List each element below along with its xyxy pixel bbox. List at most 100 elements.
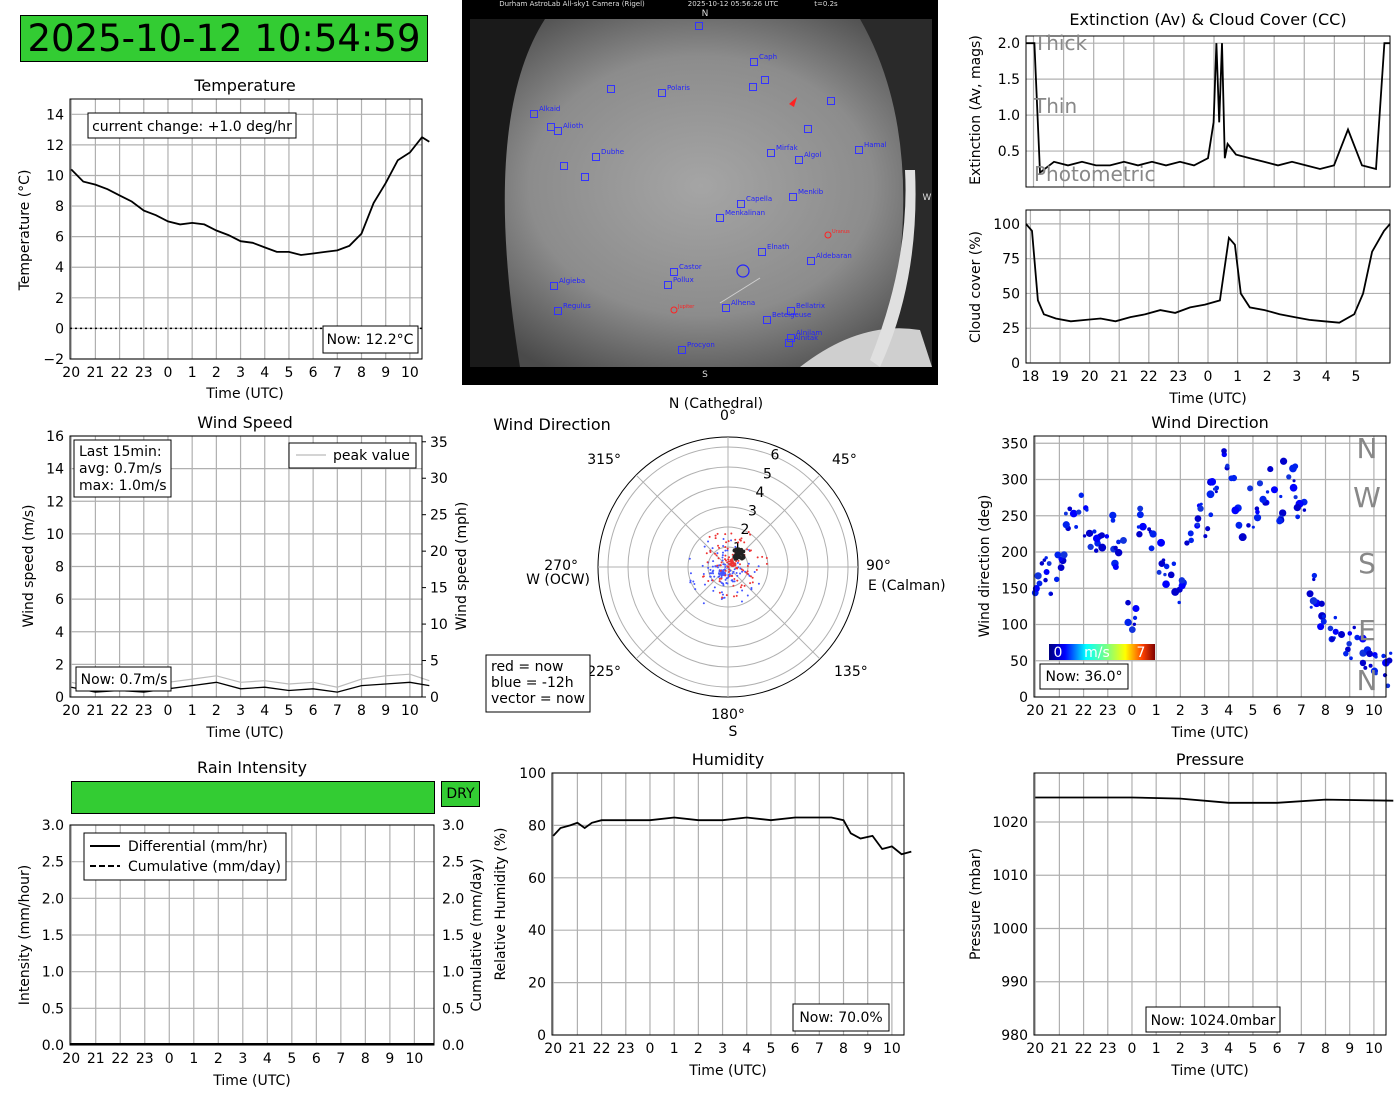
wind-speed-xtick: 22	[111, 703, 129, 719]
wind-dir-point	[1382, 673, 1388, 678]
wind-dir-point	[1386, 657, 1393, 664]
wind-polar-point-12h	[757, 565, 760, 568]
wind-dir-point	[1113, 545, 1118, 551]
temperature-now-label: Now: 12.2°C	[327, 332, 414, 348]
wind-dir-point	[1049, 592, 1054, 596]
wind-dir-point	[1087, 543, 1094, 551]
wind-polar-point-now	[728, 568, 731, 571]
wind-polar-point-now	[735, 567, 738, 570]
wind-dir-xtick: 3	[1200, 703, 1209, 719]
wind-polar-point-12h	[728, 573, 731, 576]
cloud-axes	[1025, 209, 1391, 364]
humidity-xtick: 7	[815, 1041, 824, 1057]
allsky-camera-image: Durham AstroLab All-sky1 Camera (Rigel) 2…	[462, 0, 938, 385]
wind-dir-cbar-unit: m/s	[1084, 645, 1110, 661]
wind-polar-point-now	[749, 549, 752, 552]
wind-polar-point-12h	[710, 572, 713, 575]
wind-dir-point	[1161, 558, 1166, 562]
wind-dir-point	[1139, 522, 1147, 531]
temperature-xtick: 22	[111, 365, 129, 381]
wind-polar-point-12h	[716, 552, 719, 555]
rain-xtick: 2	[214, 1051, 223, 1067]
wind-polar-point-now	[730, 532, 733, 535]
wind-polar-angle-label: 315°	[587, 452, 621, 468]
wind-speed-xlabel: Time (UTC)	[205, 725, 283, 741]
wind-dir-point	[1069, 509, 1078, 518]
wind-dir-point	[1317, 623, 1325, 631]
temperature-xtick: 20	[62, 365, 80, 381]
rain-axes	[69, 824, 435, 1046]
wind-polar-point-now	[702, 575, 705, 578]
wind-dir-point	[1366, 650, 1374, 658]
wind-polar-north-label: N (Cathedral)	[669, 396, 763, 412]
wind-polar-point-now	[719, 564, 722, 567]
wind-polar-radius-label: 3	[748, 503, 757, 519]
wind-polar-point-now	[724, 533, 727, 536]
wind-dir-point	[1098, 543, 1107, 552]
wind-polar-point-now	[746, 570, 749, 573]
wind-dir-point	[1098, 532, 1105, 539]
wind-polar-point-now	[730, 564, 733, 567]
wind-polar-point-now	[746, 548, 749, 551]
wind-speed-ytick: 14	[46, 462, 64, 478]
wind-polar-title: Wind Direction	[493, 415, 611, 434]
wind-dir-colorbar	[1049, 644, 1155, 660]
star-label: Castor	[679, 263, 702, 271]
cloud-xtick: 23	[1169, 369, 1187, 385]
wind-dir-point	[1347, 631, 1353, 636]
star-label: Dubhe	[601, 148, 624, 156]
wind-speed-xtick: 3	[236, 703, 245, 719]
wind-polar-point-now	[724, 574, 727, 577]
star-marker	[722, 304, 730, 312]
wind-dir-point	[1042, 558, 1047, 562]
pressure-ytick: 1000	[992, 921, 1028, 937]
wind-polar-point-now	[747, 530, 750, 533]
wind-polar-point-12h	[718, 573, 721, 576]
wind-speed-xtick: 5	[284, 703, 293, 719]
wind-dir-point	[1212, 487, 1217, 491]
wind-dir-point	[1092, 529, 1097, 534]
cloud-ytick: 0	[1011, 356, 1020, 372]
star-marker	[758, 248, 766, 256]
wind-dir-xlabel: Time (UTC)	[1170, 725, 1248, 741]
wind-dir-point	[1177, 600, 1181, 605]
wind-dir-title: Wind Direction	[1151, 413, 1269, 432]
rain-ytick: 1.0	[42, 965, 64, 981]
wind-polar-point-now	[743, 541, 746, 544]
wind-polar-point-12h	[724, 549, 727, 552]
wind-dir-point	[1057, 564, 1065, 571]
wind-polar-point-now	[740, 568, 743, 571]
wind-polar-vector-point	[732, 548, 737, 552]
wind-dir-point	[1043, 577, 1048, 583]
wind-polar-point-12h	[732, 570, 735, 573]
wind-dir-point	[1156, 569, 1162, 575]
wind-polar-point-now	[765, 562, 768, 565]
wind-dir-point	[1265, 490, 1270, 494]
wind-dir-xtick: 8	[1321, 703, 1330, 719]
star-marker	[695, 22, 703, 30]
wind-speed-ytick-right: 5	[430, 654, 439, 670]
wind-dir-point	[1187, 530, 1194, 537]
wind-polar-point-12h	[721, 573, 724, 576]
wind-polar-point-now	[727, 558, 730, 561]
wind-dir-point	[1167, 571, 1175, 579]
wind-polar-point-now	[720, 561, 723, 564]
wind-polar-radius-label: 2	[741, 522, 750, 538]
rain-ylabel-right: Cumulative (mm/day)	[469, 858, 485, 1011]
wind-speed-xtick: 21	[86, 703, 104, 719]
pressure-xtick: 21	[1050, 1041, 1068, 1057]
wind-dir-point	[1199, 502, 1203, 506]
wind-polar-point-now	[749, 582, 752, 585]
temperature-xtick: 3	[236, 365, 245, 381]
wind-polar-point-now	[749, 575, 752, 578]
rain-ytick-right: 2.0	[442, 891, 464, 907]
star-marker	[795, 156, 803, 164]
wind-dir-point	[1246, 523, 1251, 528]
wind-polar-point-12h	[721, 556, 724, 559]
cloud-xtick: 21	[1110, 369, 1128, 385]
wind-polar-point-now	[735, 594, 738, 597]
temperature-ytick: 8	[55, 199, 64, 215]
wind-dir-point	[1381, 653, 1386, 659]
wind-polar-point-12h	[717, 575, 720, 578]
wind-dir-point	[1062, 521, 1070, 529]
